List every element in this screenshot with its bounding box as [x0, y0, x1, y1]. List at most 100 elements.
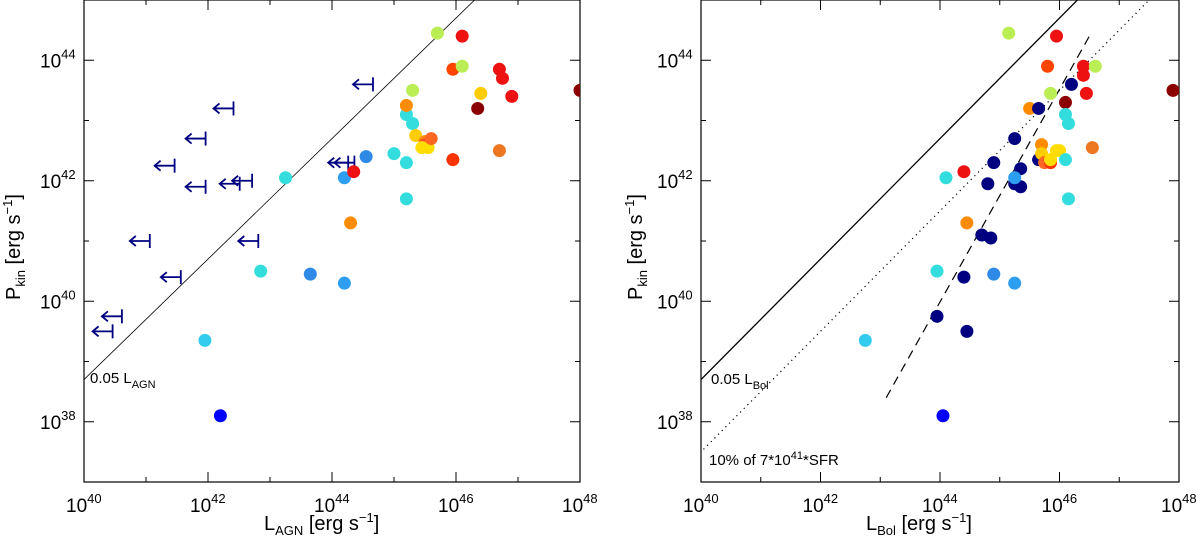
left-data-point — [406, 83, 420, 97]
left-upper-limit-marker — [230, 173, 254, 188]
right-data-point — [858, 333, 872, 347]
left-data-point — [347, 165, 361, 179]
left-data-point — [254, 264, 268, 278]
right-x-tick-label: 1046 — [1042, 491, 1078, 517]
right-annotation-sfr: 10% of 7*1041*SFR — [709, 450, 839, 469]
right-plot-area — [701, 0, 1179, 453]
left-data-point — [399, 156, 413, 170]
right-data-point — [1035, 138, 1049, 152]
right-data-point — [1076, 68, 1090, 82]
right-y-tick-label: 1038 — [657, 408, 693, 434]
left-data-point — [359, 150, 373, 164]
right-y-tick-label: 1040 — [657, 287, 693, 313]
right-data-point — [930, 264, 944, 278]
left-upper-limit-marker — [184, 179, 207, 194]
right-data-point — [1041, 59, 1055, 73]
left-upper-limit-marker — [351, 77, 374, 92]
left-data-point — [471, 101, 485, 115]
left-data-point — [455, 29, 469, 43]
right-data-point — [1032, 101, 1046, 115]
left-data-point — [424, 132, 438, 146]
left-y-tick-label: 1042 — [40, 167, 76, 193]
left-data-point — [337, 276, 351, 290]
left-data-point — [344, 216, 358, 230]
right-data-point — [984, 231, 998, 245]
right-data-point — [1023, 101, 1037, 115]
right-data-point — [957, 270, 971, 284]
left-data-point — [399, 192, 413, 206]
right-data-point — [1079, 86, 1093, 100]
left-x-axis-label: LAGN [erg s−1] — [264, 510, 379, 538]
right-data-point — [1085, 141, 1099, 155]
right-data-point — [960, 324, 974, 338]
right-data-point — [1044, 86, 1058, 100]
left-plot-area — [84, 0, 580, 423]
right-x-axis-label: LBol [erg s−1] — [866, 510, 972, 538]
right-data-point — [960, 216, 974, 230]
left-data-point — [455, 59, 469, 73]
right-data-point — [1058, 95, 1072, 109]
right-data-point — [1061, 192, 1075, 206]
left-upper-limit-marker — [159, 270, 182, 285]
right-data-point — [939, 171, 953, 185]
left-data-point — [505, 89, 519, 103]
left-y-tick-label: 1040 — [40, 287, 76, 313]
right-line-solid — [701, 0, 1079, 381]
left-upper-limit-marker — [100, 309, 123, 324]
left-y-tick-label: 1044 — [40, 46, 76, 72]
left-data-point — [446, 153, 460, 167]
left-data-point — [387, 147, 401, 161]
right-data-point — [930, 309, 944, 323]
left-upper-limit-marker — [212, 101, 235, 116]
right-data-point — [1064, 77, 1078, 91]
right-data-point — [1008, 276, 1022, 290]
left-x-tick-label: 1048 — [562, 491, 598, 517]
right-data-point — [1166, 83, 1179, 97]
left-x-tick-label: 1040 — [66, 491, 102, 517]
left-data-point — [303, 267, 317, 281]
left-annotation-line: 0.05 LAGN — [90, 370, 156, 391]
left-data-point — [430, 26, 444, 40]
right-y-axis-label: Pkin [erg s−1] — [622, 194, 650, 300]
right-clipped-layer — [701, 0, 1179, 453]
right-plot-frame — [700, 0, 1180, 483]
left-upper-limit-marker — [128, 234, 151, 248]
right-data-point — [987, 267, 1001, 281]
left-data-point — [213, 409, 227, 423]
left-data-point — [198, 333, 212, 347]
left-upper-limit-marker — [153, 158, 176, 173]
right-data-point — [1008, 132, 1022, 146]
right-data-point — [1088, 59, 1102, 73]
right-y-tick-label: 1044 — [657, 46, 693, 72]
right-data-point — [936, 409, 950, 423]
right-data-point — [957, 165, 971, 179]
left-plot-frame — [83, 0, 581, 483]
left-upper-limit-marker — [236, 234, 260, 248]
left-y-axis-label: Pkin [erg s−1] — [0, 194, 28, 300]
left-data-point — [399, 107, 413, 121]
right-data-point — [1002, 26, 1016, 40]
left-y-tick-label: 1038 — [40, 408, 76, 434]
left-upper-limit-marker — [91, 324, 114, 339]
left-data-point — [492, 144, 506, 158]
right-data-point — [1061, 117, 1075, 131]
left-data-point — [399, 98, 413, 112]
right-data-point — [1058, 153, 1072, 167]
left-line-solid-thin — [84, 0, 476, 381]
right-x-tick-label: 1042 — [803, 491, 839, 517]
left-data-point — [573, 83, 580, 97]
left-upper-limit-marker — [184, 131, 207, 146]
left-data-point — [279, 171, 292, 185]
right-data-point — [981, 177, 995, 191]
left-data-point — [474, 86, 488, 100]
right-data-point — [1076, 59, 1090, 73]
right-x-tick-label: 1048 — [1161, 491, 1197, 517]
left-x-tick-label: 1042 — [190, 491, 226, 517]
left-data-point — [337, 171, 351, 185]
right-data-point — [987, 156, 1001, 170]
